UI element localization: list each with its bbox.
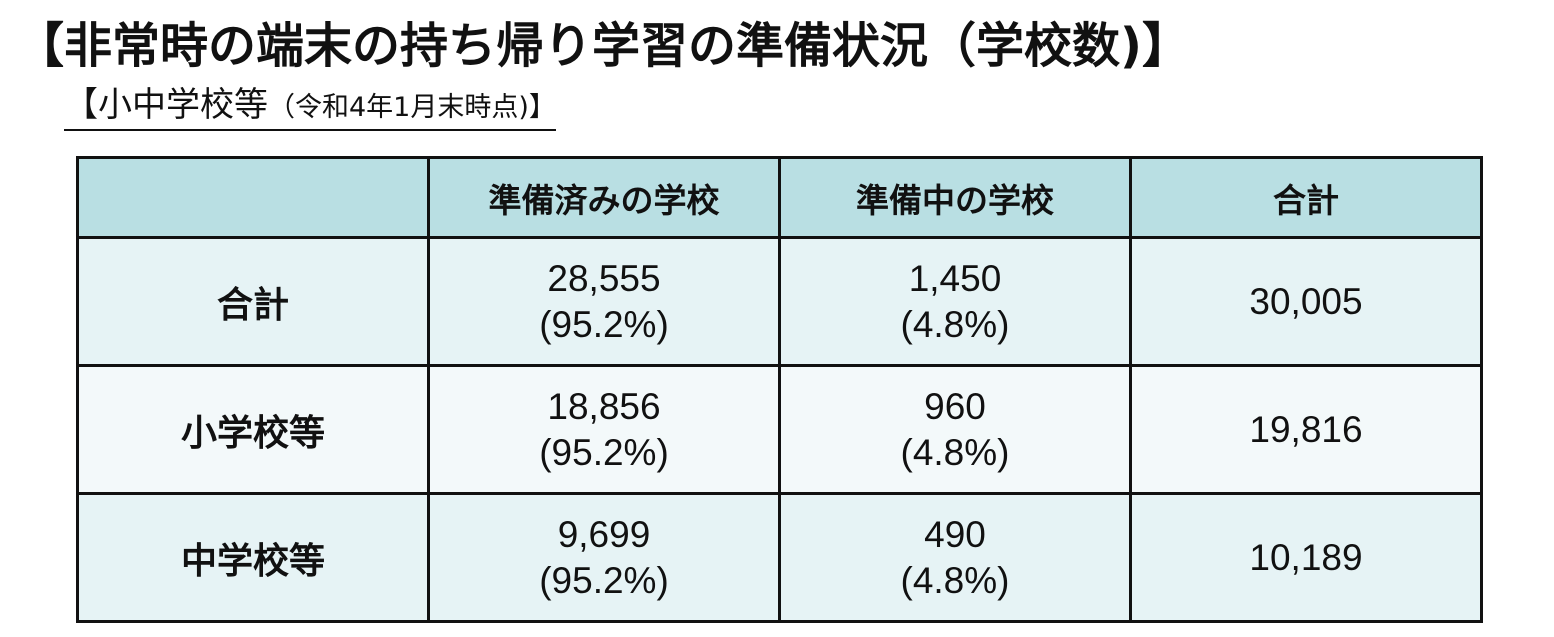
preparing-count: 490: [924, 513, 986, 555]
ready-count: 28,555: [547, 257, 661, 299]
ready-count: 9,699: [557, 513, 651, 555]
table-row: 小学校等 18,856 (95.2%) 960 (4.8%) 19,816: [76, 364, 1483, 495]
cell-ready: 18,856 (95.2%): [427, 364, 781, 495]
cell-preparing: 490 (4.8%): [778, 492, 1132, 623]
school-readiness-table: 準備済みの学校 準備中の学校 合計 合計 28,555 (95.2%) 1,45…: [76, 156, 1483, 623]
total-count: 19,816: [1249, 408, 1363, 450]
cell-ready: 28,555 (95.2%): [427, 236, 781, 367]
subtitle-date: （令和4年1月末時点)】: [268, 92, 556, 123]
cell-total: 30,005: [1129, 236, 1483, 367]
preparing-percent: (4.8%): [900, 559, 1010, 601]
header-cell-preparing: 準備中の学校: [778, 156, 1132, 239]
ready-percent: (95.2%): [539, 303, 669, 345]
header-cell-ready: 準備済みの学校: [427, 156, 781, 239]
ready-percent: (95.2%): [539, 559, 669, 601]
page-title: 【非常時の端末の持ち帰り学習の準備状況（学校数)】: [16, 18, 1190, 74]
subtitle-main: 【小中学校等: [64, 85, 268, 125]
header-cell-blank: [76, 156, 430, 239]
row-label-junior-high: 中学校等: [76, 492, 430, 623]
total-count: 10,189: [1249, 536, 1363, 578]
table-header-row: 準備済みの学校 準備中の学校 合計: [76, 156, 1483, 239]
header-cell-total: 合計: [1129, 156, 1483, 239]
cell-preparing: 1,450 (4.8%): [778, 236, 1132, 367]
section-subtitle: 【小中学校等（令和4年1月末時点)】: [64, 84, 556, 131]
table-row: 中学校等 9,699 (95.2%) 490 (4.8%) 10,189: [76, 492, 1483, 623]
ready-count: 18,856: [547, 385, 661, 427]
preparing-count: 960: [924, 385, 986, 427]
cell-total: 19,816: [1129, 364, 1483, 495]
cell-preparing: 960 (4.8%): [778, 364, 1132, 495]
table-row: 合計 28,555 (95.2%) 1,450 (4.8%) 30,005: [76, 236, 1483, 367]
row-label-total: 合計: [76, 236, 430, 367]
preparing-percent: (4.8%): [900, 303, 1010, 345]
ready-percent: (95.2%): [539, 431, 669, 473]
preparing-count: 1,450: [908, 257, 1002, 299]
total-count: 30,005: [1249, 280, 1363, 322]
preparing-percent: (4.8%): [900, 431, 1010, 473]
cell-total: 10,189: [1129, 492, 1483, 623]
cell-ready: 9,699 (95.2%): [427, 492, 781, 623]
row-label-elementary: 小学校等: [76, 364, 430, 495]
